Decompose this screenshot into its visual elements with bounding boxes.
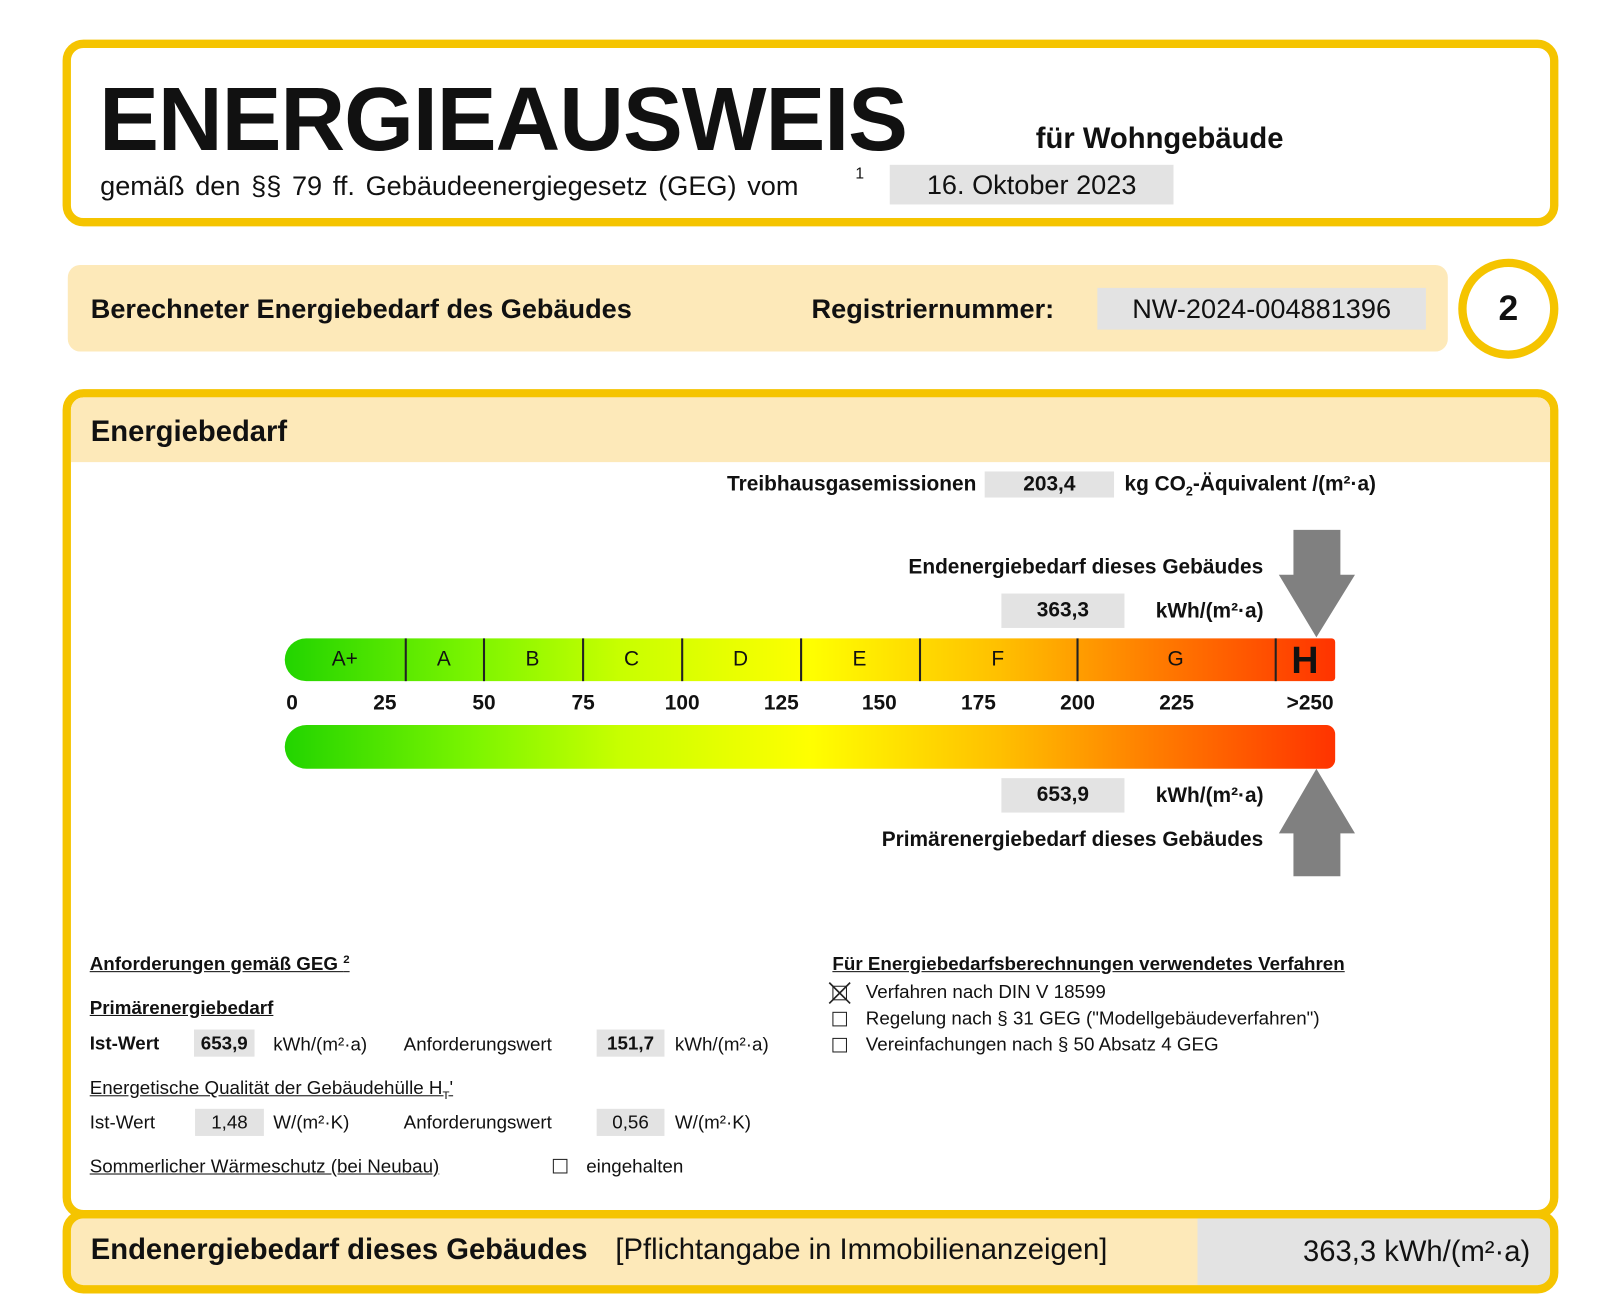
method-option: Regelung nach § 31 GEG ("Modellgebäudeve… bbox=[865, 1007, 1320, 1029]
text: Anforderungen gemäß GEG bbox=[89, 953, 338, 975]
req-value: 151,7 bbox=[596, 1029, 665, 1057]
footnote: 1 bbox=[855, 164, 865, 183]
unit-text: kg CO bbox=[1124, 472, 1186, 496]
registration-number: NW-2024-004881396 bbox=[1097, 287, 1426, 330]
class-label: A bbox=[436, 647, 451, 671]
footnote: 2 bbox=[343, 953, 350, 966]
class-label: G bbox=[1167, 647, 1184, 671]
class-label: B bbox=[525, 647, 540, 671]
law-text: gemäß den §§ 79 ff. Gebäudeenergiegesetz… bbox=[100, 170, 799, 202]
scale-label: 75 bbox=[571, 691, 595, 715]
class-separator bbox=[404, 638, 407, 682]
registration-label: Berechneter Energiebedarf des Gebäudes bbox=[90, 293, 632, 325]
footer-label: Endenergiebedarf dieses Gebäudes bbox=[90, 1232, 588, 1266]
class-bar bbox=[284, 638, 1336, 682]
text: Energetische Qualität der Gebäudehülle H bbox=[89, 1077, 443, 1099]
class-separator bbox=[482, 638, 485, 682]
final-label: Endenergiebedarf dieses Gebäudes bbox=[908, 555, 1264, 579]
scale-label: 200 bbox=[1060, 691, 1095, 715]
energy-header bbox=[70, 397, 1551, 463]
class-separator bbox=[1274, 638, 1277, 682]
method-option: Vereinfachungen nach § 50 Absatz 4 GEG bbox=[865, 1033, 1219, 1055]
footer-value: 363,3 kWh/(m²·a) bbox=[1303, 1235, 1531, 1268]
checkbox bbox=[832, 1037, 847, 1053]
date: 16. Oktober 2023 bbox=[889, 164, 1174, 205]
req-label: Anforderungswert bbox=[403, 1111, 552, 1133]
scale-label: >250 bbox=[1286, 691, 1334, 715]
ghg-label: Treibhausgasemissionen bbox=[727, 472, 977, 496]
footer-note: [Pflichtangabe in Immobilienanzeigen] bbox=[615, 1232, 1108, 1266]
req-value: 0,56 bbox=[596, 1108, 665, 1136]
arrow-down bbox=[1278, 529, 1355, 638]
unit-sub: 2 bbox=[1185, 483, 1193, 499]
summer-label: Sommerlicher Wärmeschutz (bei Neubau) bbox=[89, 1155, 440, 1177]
class-separator bbox=[918, 638, 921, 682]
page-number: 2 bbox=[1458, 258, 1559, 359]
header-frame bbox=[62, 39, 1559, 227]
ist-label: Ist-Wert bbox=[89, 1111, 156, 1133]
class-label: C bbox=[624, 647, 640, 671]
class-separator bbox=[1076, 638, 1079, 682]
class-label: H bbox=[1291, 638, 1319, 682]
ist-unit: kWh/(m²·a) bbox=[273, 1033, 368, 1055]
final-unit: kWh/(m²·a) bbox=[1155, 599, 1264, 623]
scale-label: 50 bbox=[472, 691, 496, 715]
req-unit: W/(m²·K) bbox=[674, 1111, 751, 1133]
ist-label: Ist-Wert bbox=[89, 1032, 160, 1054]
checkbox bbox=[552, 1158, 568, 1174]
title: ENERGIEAUSWEIS bbox=[99, 69, 908, 171]
final-value: 363,3 bbox=[1001, 593, 1125, 628]
envelope-heading: Energetische Qualität der Gebäudehülle H… bbox=[90, 1078, 453, 1103]
ghg-unit: kg CO2-Äquivalent /(m²·a) bbox=[1124, 473, 1376, 499]
check-mark bbox=[828, 982, 851, 1005]
gradient-bar bbox=[284, 724, 1336, 769]
ist-value: 1,48 bbox=[195, 1108, 264, 1136]
req-heading: Anforderungen gemäß GEG 2 bbox=[90, 953, 350, 975]
checkbox bbox=[832, 1011, 847, 1027]
text: ' bbox=[449, 1077, 454, 1099]
class-separator bbox=[582, 638, 584, 682]
class-label: E bbox=[852, 647, 867, 671]
req-label: Anforderungswert bbox=[403, 1033, 552, 1055]
class-label: D bbox=[733, 647, 749, 671]
energy-heading: Energiebedarf bbox=[90, 415, 288, 448]
checkbox bbox=[828, 982, 851, 1005]
scale-label: 0 bbox=[286, 691, 298, 715]
class-label: F bbox=[991, 647, 1005, 671]
arrow-up bbox=[1278, 768, 1355, 877]
scale-label: 175 bbox=[961, 691, 996, 715]
summer-option: eingehalten bbox=[586, 1155, 684, 1177]
primary-label: Primärenergiebedarf dieses Gebäudes bbox=[881, 828, 1264, 852]
sub: T bbox=[442, 1089, 450, 1103]
req-unit: kWh/(m²·a) bbox=[674, 1033, 769, 1055]
ist-unit: W/(m²·K) bbox=[273, 1111, 350, 1133]
primary-value: 653,9 bbox=[1001, 778, 1125, 813]
scale-label: 25 bbox=[373, 691, 397, 715]
scale-label: 100 bbox=[664, 691, 700, 715]
primary-unit: kWh/(m²·a) bbox=[1155, 784, 1264, 808]
primary-heading: Primärenergiebedarf bbox=[89, 997, 274, 1019]
method-option: Verfahren nach DIN V 18599 bbox=[865, 981, 1106, 1003]
ghg-value: 203,4 bbox=[984, 471, 1115, 498]
scale-label: 125 bbox=[763, 691, 799, 715]
ist-value: 653,9 bbox=[194, 1029, 255, 1057]
footer-frame bbox=[62, 1209, 1559, 1294]
class-label: A+ bbox=[331, 647, 358, 671]
class-separator bbox=[681, 638, 683, 682]
class-separator bbox=[800, 638, 802, 682]
scale-label: 225 bbox=[1159, 691, 1195, 715]
arrows bbox=[1278, 529, 1355, 877]
number-label: Registriernummer: bbox=[811, 293, 1055, 325]
unit-text: -Äquivalent /(m²·a) bbox=[1192, 472, 1377, 496]
scale-label: 150 bbox=[861, 691, 897, 715]
subtitle: für Wohngebäude bbox=[1035, 122, 1284, 155]
method-heading: Für Energiebedarfsberechnungen verwendet… bbox=[832, 953, 1345, 975]
